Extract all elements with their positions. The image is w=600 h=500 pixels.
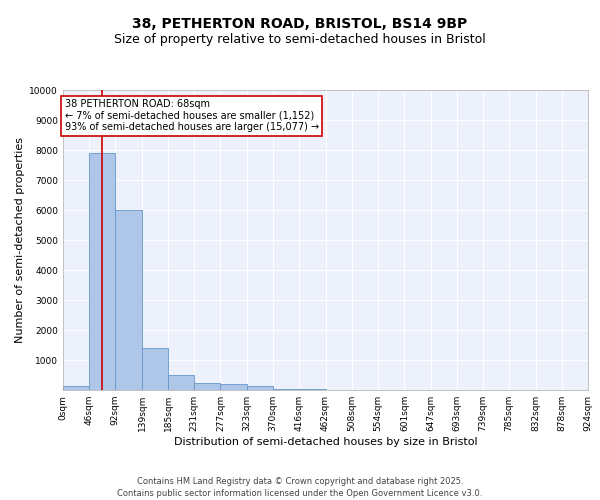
X-axis label: Distribution of semi-detached houses by size in Bristol: Distribution of semi-detached houses by … xyxy=(173,437,478,447)
Y-axis label: Number of semi-detached properties: Number of semi-detached properties xyxy=(15,137,25,343)
Bar xyxy=(273,388,299,390)
Bar xyxy=(63,386,89,390)
Bar xyxy=(115,210,142,390)
Bar xyxy=(168,375,194,390)
Text: Size of property relative to semi-detached houses in Bristol: Size of property relative to semi-detach… xyxy=(114,32,486,46)
Bar xyxy=(89,153,115,390)
Text: 38, PETHERTON ROAD, BRISTOL, BS14 9BP: 38, PETHERTON ROAD, BRISTOL, BS14 9BP xyxy=(133,18,467,32)
Bar xyxy=(142,348,168,390)
Text: 38 PETHERTON ROAD: 68sqm
← 7% of semi-detached houses are smaller (1,152)
93% of: 38 PETHERTON ROAD: 68sqm ← 7% of semi-de… xyxy=(65,99,319,132)
Bar xyxy=(194,383,220,390)
Bar xyxy=(220,384,247,390)
Text: Contains HM Land Registry data © Crown copyright and database right 2025.
Contai: Contains HM Land Registry data © Crown c… xyxy=(118,476,482,498)
Bar xyxy=(247,386,273,390)
